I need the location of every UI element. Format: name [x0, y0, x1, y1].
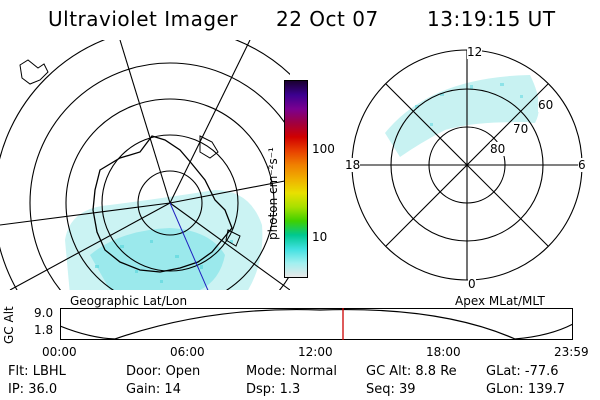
altitude-axis-label: GC Alt [2, 306, 16, 344]
info-gain: Gain: 14 [126, 382, 181, 397]
instrument-title: Ultraviolet Imager [48, 7, 239, 31]
mlt-label-18: 18 [345, 158, 361, 172]
info-dsp: Dsp: 1.3 [246, 382, 301, 397]
info-glat: GLat: -77.6 [486, 364, 559, 379]
info-mode: Mode: Normal [246, 364, 337, 379]
info-ip: IP: 36.0 [8, 382, 58, 397]
info-glon: GLon: 139.7 [486, 382, 566, 397]
colorbar-tick-100: 100 [312, 142, 335, 156]
altitude-tick-high: 9.0 [34, 306, 54, 320]
mlat-label-70: 70 [513, 122, 529, 136]
mlt-label-6: 6 [578, 158, 586, 172]
altitude-timeline-plot [60, 308, 573, 340]
continent-outline [92, 135, 233, 273]
geo-panel-label: Geographic Lat/Lon [70, 294, 188, 308]
colorbar-unit-label: photon cm⁻²s⁻¹ [266, 147, 280, 240]
time-tick-3: 18:00 [426, 345, 461, 359]
time-tick-0: 00:00 [42, 345, 77, 359]
time-tick-2: 12:00 [298, 345, 333, 359]
geographic-map-panel [0, 40, 290, 290]
info-filter: Flt: LBHL [8, 364, 66, 379]
aurora-emission-mlt [385, 75, 539, 157]
altitude-curve [60, 308, 573, 340]
info-gc-alt: GC Alt: 8.8 Re [366, 364, 457, 379]
mlat-label-60: 60 [538, 98, 554, 112]
info-seq: Seq: 39 [366, 382, 416, 397]
time-tick-1: 06:00 [170, 345, 205, 359]
time-label: 13:19:15 UT [427, 7, 556, 31]
mlat-label-80: 80 [490, 142, 506, 156]
mlt-polar-panel [351, 49, 583, 281]
mlt-panel-label: Apex MLat/MLT [455, 294, 545, 308]
time-tick-4: 23:59 [554, 345, 589, 359]
mlt-label-12: 12 [467, 45, 483, 59]
colorbar-tick-10: 10 [312, 230, 328, 244]
mlt-label-0: 0 [468, 277, 476, 291]
colorbar [284, 80, 308, 278]
info-door: Door: Open [126, 364, 201, 379]
date-label: 22 Oct 07 [276, 7, 379, 31]
altitude-tick-low: 1.8 [34, 323, 54, 337]
